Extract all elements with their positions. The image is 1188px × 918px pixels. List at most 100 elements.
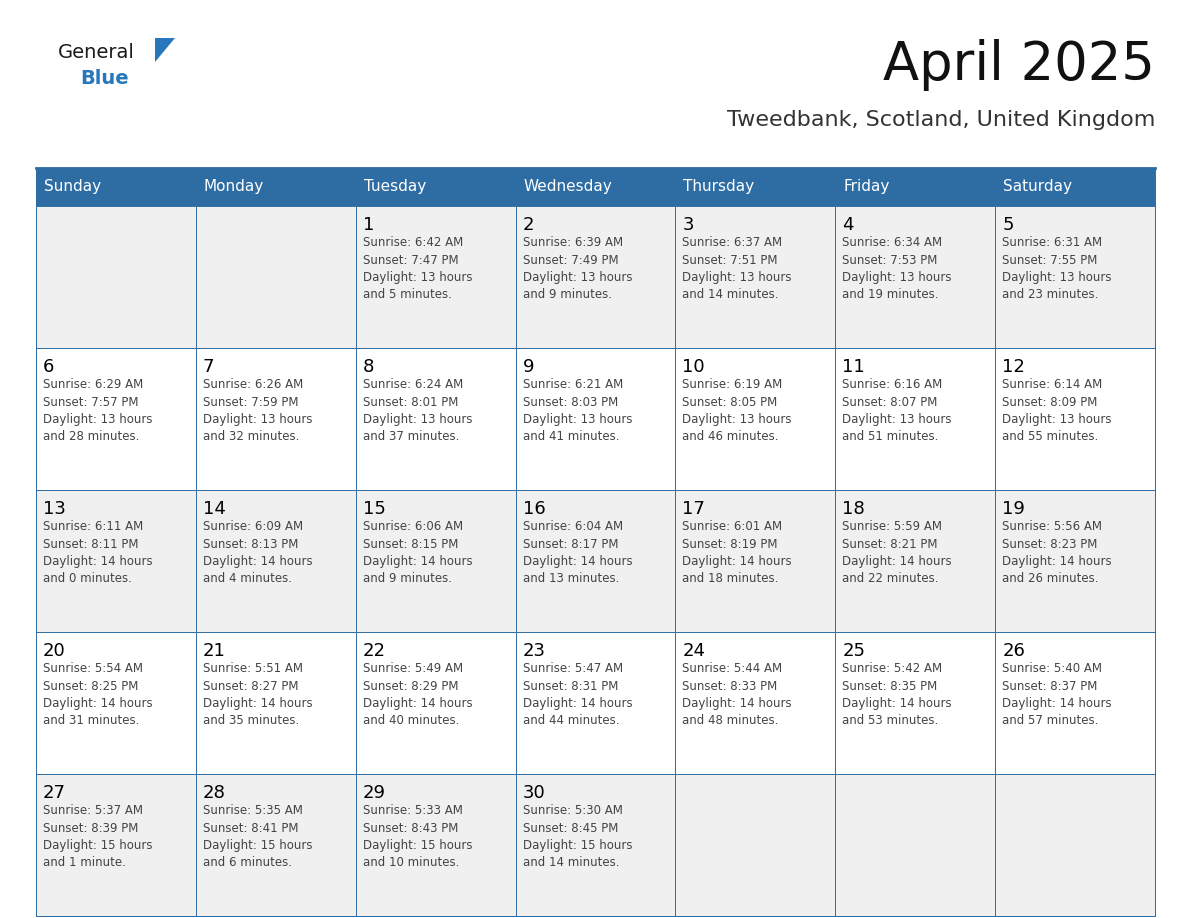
Bar [676,168,835,206]
Text: 6: 6 [43,358,55,376]
Text: Sunrise: 6:26 AM
Sunset: 7:59 PM
Daylight: 13 hours
and 32 minutes.: Sunrise: 6:26 AM Sunset: 7:59 PM Dayligh… [203,378,312,443]
Text: 26: 26 [1003,642,1025,660]
Bar [835,774,996,916]
Text: Sunrise: 5:30 AM
Sunset: 8:45 PM
Daylight: 15 hours
and 14 minutes.: Sunrise: 5:30 AM Sunset: 8:45 PM Dayligh… [523,804,632,869]
Bar [355,206,516,348]
Bar [996,348,1155,490]
Text: 19: 19 [1003,500,1025,518]
Bar [996,490,1155,632]
Text: Sunrise: 6:04 AM
Sunset: 8:17 PM
Daylight: 14 hours
and 13 minutes.: Sunrise: 6:04 AM Sunset: 8:17 PM Dayligh… [523,520,632,586]
Bar [676,490,835,632]
Bar [355,490,516,632]
Bar [196,348,355,490]
Text: Tuesday: Tuesday [364,180,426,195]
Text: 1: 1 [362,216,374,234]
Text: 10: 10 [682,358,704,376]
Text: Sunrise: 6:37 AM
Sunset: 7:51 PM
Daylight: 13 hours
and 14 minutes.: Sunrise: 6:37 AM Sunset: 7:51 PM Dayligh… [682,236,792,301]
Text: Sunrise: 5:44 AM
Sunset: 8:33 PM
Daylight: 14 hours
and 48 minutes.: Sunrise: 5:44 AM Sunset: 8:33 PM Dayligh… [682,662,792,727]
Bar [36,774,196,916]
Text: Sunrise: 6:39 AM
Sunset: 7:49 PM
Daylight: 13 hours
and 9 minutes.: Sunrise: 6:39 AM Sunset: 7:49 PM Dayligh… [523,236,632,301]
Text: Sunrise: 6:42 AM
Sunset: 7:47 PM
Daylight: 13 hours
and 5 minutes.: Sunrise: 6:42 AM Sunset: 7:47 PM Dayligh… [362,236,472,301]
Text: Saturday: Saturday [1003,180,1072,195]
Text: 9: 9 [523,358,535,376]
Text: Blue: Blue [80,69,128,87]
Text: 30: 30 [523,784,545,802]
Text: 12: 12 [1003,358,1025,376]
Text: 4: 4 [842,216,854,234]
Bar [355,168,516,206]
Text: April 2025: April 2025 [883,39,1155,91]
Text: 2: 2 [523,216,535,234]
Text: Sunrise: 5:59 AM
Sunset: 8:21 PM
Daylight: 14 hours
and 22 minutes.: Sunrise: 5:59 AM Sunset: 8:21 PM Dayligh… [842,520,952,586]
Text: 24: 24 [682,642,706,660]
Text: Sunrise: 6:09 AM
Sunset: 8:13 PM
Daylight: 14 hours
and 4 minutes.: Sunrise: 6:09 AM Sunset: 8:13 PM Dayligh… [203,520,312,586]
Text: Sunrise: 5:35 AM
Sunset: 8:41 PM
Daylight: 15 hours
and 6 minutes.: Sunrise: 5:35 AM Sunset: 8:41 PM Dayligh… [203,804,312,869]
Text: Sunrise: 5:56 AM
Sunset: 8:23 PM
Daylight: 14 hours
and 26 minutes.: Sunrise: 5:56 AM Sunset: 8:23 PM Dayligh… [1003,520,1112,586]
Text: Sunrise: 6:34 AM
Sunset: 7:53 PM
Daylight: 13 hours
and 19 minutes.: Sunrise: 6:34 AM Sunset: 7:53 PM Dayligh… [842,236,952,301]
Text: Sunrise: 6:11 AM
Sunset: 8:11 PM
Daylight: 14 hours
and 0 minutes.: Sunrise: 6:11 AM Sunset: 8:11 PM Dayligh… [43,520,152,586]
Text: Sunrise: 6:19 AM
Sunset: 8:05 PM
Daylight: 13 hours
and 46 minutes.: Sunrise: 6:19 AM Sunset: 8:05 PM Dayligh… [682,378,792,443]
Text: Thursday: Thursday [683,180,754,195]
Bar [996,632,1155,774]
Text: Sunrise: 5:33 AM
Sunset: 8:43 PM
Daylight: 15 hours
and 10 minutes.: Sunrise: 5:33 AM Sunset: 8:43 PM Dayligh… [362,804,472,869]
Bar [36,206,196,348]
Text: Friday: Friday [843,180,890,195]
Bar [996,168,1155,206]
Text: 5: 5 [1003,216,1013,234]
Text: 20: 20 [43,642,65,660]
Text: Sunrise: 5:40 AM
Sunset: 8:37 PM
Daylight: 14 hours
and 57 minutes.: Sunrise: 5:40 AM Sunset: 8:37 PM Dayligh… [1003,662,1112,727]
Text: 21: 21 [203,642,226,660]
Text: 22: 22 [362,642,386,660]
Bar [196,632,355,774]
Bar [835,168,996,206]
Text: Sunrise: 6:06 AM
Sunset: 8:15 PM
Daylight: 14 hours
and 9 minutes.: Sunrise: 6:06 AM Sunset: 8:15 PM Dayligh… [362,520,473,586]
Text: Sunrise: 6:21 AM
Sunset: 8:03 PM
Daylight: 13 hours
and 41 minutes.: Sunrise: 6:21 AM Sunset: 8:03 PM Dayligh… [523,378,632,443]
Bar [835,348,996,490]
Text: Sunrise: 5:37 AM
Sunset: 8:39 PM
Daylight: 15 hours
and 1 minute.: Sunrise: 5:37 AM Sunset: 8:39 PM Dayligh… [43,804,152,869]
Text: Sunrise: 6:29 AM
Sunset: 7:57 PM
Daylight: 13 hours
and 28 minutes.: Sunrise: 6:29 AM Sunset: 7:57 PM Dayligh… [43,378,152,443]
Bar [676,774,835,916]
Bar [516,348,676,490]
Bar [676,348,835,490]
Bar [36,490,196,632]
Polygon shape [154,38,175,62]
Text: Sunrise: 6:14 AM
Sunset: 8:09 PM
Daylight: 13 hours
and 55 minutes.: Sunrise: 6:14 AM Sunset: 8:09 PM Dayligh… [1003,378,1112,443]
Text: 27: 27 [43,784,67,802]
Text: Monday: Monday [204,180,264,195]
Text: Sunrise: 6:24 AM
Sunset: 8:01 PM
Daylight: 13 hours
and 37 minutes.: Sunrise: 6:24 AM Sunset: 8:01 PM Dayligh… [362,378,472,443]
Text: 14: 14 [203,500,226,518]
Text: 18: 18 [842,500,865,518]
Text: 11: 11 [842,358,865,376]
Text: Sunrise: 5:49 AM
Sunset: 8:29 PM
Daylight: 14 hours
and 40 minutes.: Sunrise: 5:49 AM Sunset: 8:29 PM Dayligh… [362,662,473,727]
Text: Sunday: Sunday [44,180,101,195]
Text: Wednesday: Wednesday [524,180,612,195]
Bar [36,632,196,774]
Text: Sunrise: 5:47 AM
Sunset: 8:31 PM
Daylight: 14 hours
and 44 minutes.: Sunrise: 5:47 AM Sunset: 8:31 PM Dayligh… [523,662,632,727]
Text: 15: 15 [362,500,386,518]
Text: 25: 25 [842,642,865,660]
Text: Sunrise: 6:31 AM
Sunset: 7:55 PM
Daylight: 13 hours
and 23 minutes.: Sunrise: 6:31 AM Sunset: 7:55 PM Dayligh… [1003,236,1112,301]
Text: 28: 28 [203,784,226,802]
Bar [835,206,996,348]
Text: Sunrise: 5:51 AM
Sunset: 8:27 PM
Daylight: 14 hours
and 35 minutes.: Sunrise: 5:51 AM Sunset: 8:27 PM Dayligh… [203,662,312,727]
Text: 17: 17 [682,500,706,518]
Bar [676,206,835,348]
Text: Sunrise: 6:01 AM
Sunset: 8:19 PM
Daylight: 14 hours
and 18 minutes.: Sunrise: 6:01 AM Sunset: 8:19 PM Dayligh… [682,520,792,586]
Bar [996,206,1155,348]
Bar [996,774,1155,916]
Text: 7: 7 [203,358,214,376]
Text: General: General [58,42,135,62]
Bar [835,490,996,632]
Bar [676,632,835,774]
Bar [355,774,516,916]
Text: 16: 16 [523,500,545,518]
Bar [36,348,196,490]
Bar [36,168,196,206]
Bar [196,168,355,206]
Text: 8: 8 [362,358,374,376]
Text: 3: 3 [682,216,694,234]
Bar [835,632,996,774]
Text: 13: 13 [43,500,65,518]
Text: Sunrise: 5:42 AM
Sunset: 8:35 PM
Daylight: 14 hours
and 53 minutes.: Sunrise: 5:42 AM Sunset: 8:35 PM Dayligh… [842,662,952,727]
Text: Sunrise: 6:16 AM
Sunset: 8:07 PM
Daylight: 13 hours
and 51 minutes.: Sunrise: 6:16 AM Sunset: 8:07 PM Dayligh… [842,378,952,443]
